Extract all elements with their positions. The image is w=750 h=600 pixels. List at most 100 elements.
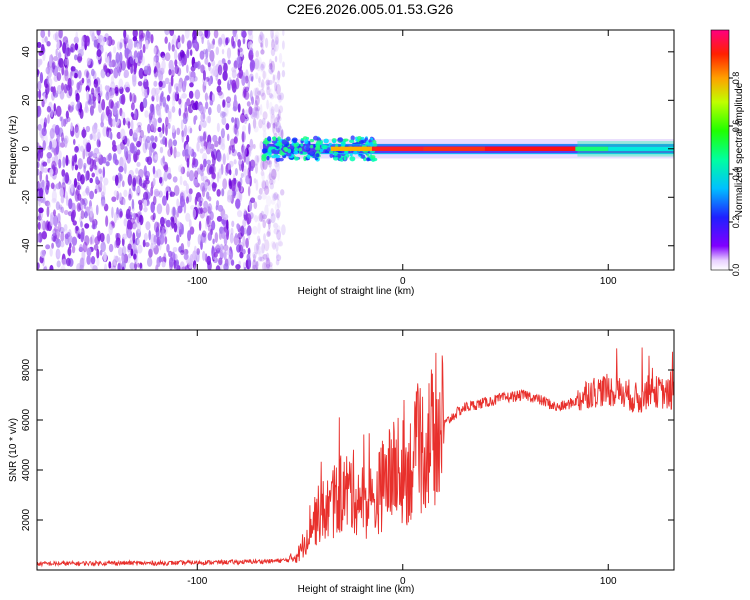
- noise-blob: [207, 206, 211, 214]
- signal-blob: [262, 139, 269, 145]
- signal-blob: [300, 143, 304, 147]
- noise-blob: [276, 251, 279, 259]
- noise-blob: [41, 127, 47, 137]
- noise-blob: [248, 256, 252, 269]
- noise-blob: [204, 84, 207, 90]
- noise-blob: [246, 101, 251, 107]
- noise-blob: [225, 96, 232, 104]
- noise-blob: [255, 244, 261, 255]
- noise-blob: [181, 266, 186, 270]
- noise-blob: [212, 65, 218, 77]
- spectrogram-y-axis-label: Frequency (Hz): [8, 116, 19, 185]
- noise-blob: [230, 179, 236, 192]
- noise-blob: [262, 214, 267, 220]
- noise-blob: [152, 177, 156, 187]
- noise-blob: [74, 146, 79, 153]
- noise-blob: [76, 56, 83, 62]
- noise-blob: [161, 60, 166, 71]
- noise-blob: [149, 104, 155, 113]
- noise-blob: [277, 70, 281, 81]
- noise-blob: [101, 111, 105, 121]
- signal-rim: [320, 144, 674, 146]
- noise-blob: [173, 185, 180, 197]
- noise-blob: [37, 233, 40, 243]
- noise-blob: [127, 243, 132, 251]
- noise-blob: [265, 257, 271, 269]
- noise-blob: [222, 153, 226, 166]
- spectrogram-panel: -100 0 100 -40 -20 0 20 40 Height of straight …: [8, 29, 675, 297]
- signal-blob: [350, 135, 355, 141]
- noise-blob: [254, 108, 261, 120]
- noise-blob: [181, 58, 185, 67]
- noise-blob: [135, 57, 138, 64]
- noise-blob: [133, 41, 137, 48]
- noise-blob: [259, 256, 265, 262]
- signal-blob: [303, 155, 307, 162]
- noise-blob: [124, 48, 130, 54]
- noise-blob: [167, 172, 172, 180]
- noise-blob: [150, 186, 154, 197]
- signal-blob: [358, 140, 365, 145]
- signal-blob: [368, 139, 372, 143]
- noise-blob: [242, 248, 246, 255]
- noise-blob: [253, 62, 258, 70]
- noise-blob: [124, 36, 129, 42]
- noise-blob: [244, 75, 249, 84]
- noise-blob: [77, 99, 81, 110]
- noise-blob: [110, 74, 115, 85]
- noise-blob: [127, 121, 131, 129]
- noise-blob: [45, 66, 51, 75]
- signal-blob: [281, 139, 288, 145]
- noise-blob: [266, 159, 273, 165]
- noise-blob: [222, 70, 228, 82]
- noise-blob: [207, 203, 213, 215]
- noise-blob: [206, 255, 212, 266]
- noise-blob: [96, 155, 99, 167]
- noise-blob: [153, 118, 157, 129]
- noise-blob: [189, 76, 196, 83]
- noise-blob: [261, 61, 266, 69]
- noise-blob: [277, 116, 282, 122]
- noise-blob: [38, 198, 41, 207]
- noise-blob: [179, 175, 183, 186]
- noise-blob: [178, 107, 182, 117]
- noise-blob: [281, 40, 285, 50]
- noise-blob: [165, 104, 170, 114]
- noise-blob: [54, 124, 60, 136]
- noise-blob: [258, 187, 263, 195]
- noise-blob: [273, 222, 279, 229]
- noise-blob: [242, 124, 247, 132]
- noise-blob: [53, 92, 58, 98]
- noise-blob: [117, 262, 121, 270]
- noise-blob: [76, 82, 81, 91]
- noise-blob: [79, 243, 83, 252]
- noise-blob: [234, 180, 240, 192]
- noise-blob: [264, 37, 269, 48]
- colorbar-label: Normalized spectral amplitude: [734, 82, 745, 217]
- signal-blob: [349, 156, 356, 162]
- noise-blob: [161, 261, 166, 268]
- noise-blob: [53, 103, 56, 112]
- noise-blob: [159, 176, 163, 184]
- noise-blob: [154, 72, 158, 79]
- noise-blob: [133, 146, 138, 155]
- noise-blob: [138, 135, 143, 146]
- noise-blob: [168, 250, 173, 258]
- noise-blob: [221, 58, 226, 65]
- noise-blob: [75, 225, 79, 232]
- noise-blob: [159, 146, 164, 154]
- noise-blob: [275, 121, 282, 133]
- noise-blob: [57, 212, 61, 224]
- noise-blob: [74, 42, 79, 51]
- noise-blob: [55, 227, 59, 235]
- noise-blob: [184, 124, 188, 137]
- noise-blob: [266, 86, 271, 96]
- noise-blob: [258, 118, 263, 129]
- noise-blob: [120, 60, 126, 71]
- noise-blob: [281, 129, 284, 139]
- noise-blob: [206, 159, 212, 165]
- noise-blob: [86, 156, 92, 165]
- noise-blob: [92, 99, 96, 109]
- noise-blob: [184, 101, 188, 113]
- noise-blob: [86, 78, 92, 88]
